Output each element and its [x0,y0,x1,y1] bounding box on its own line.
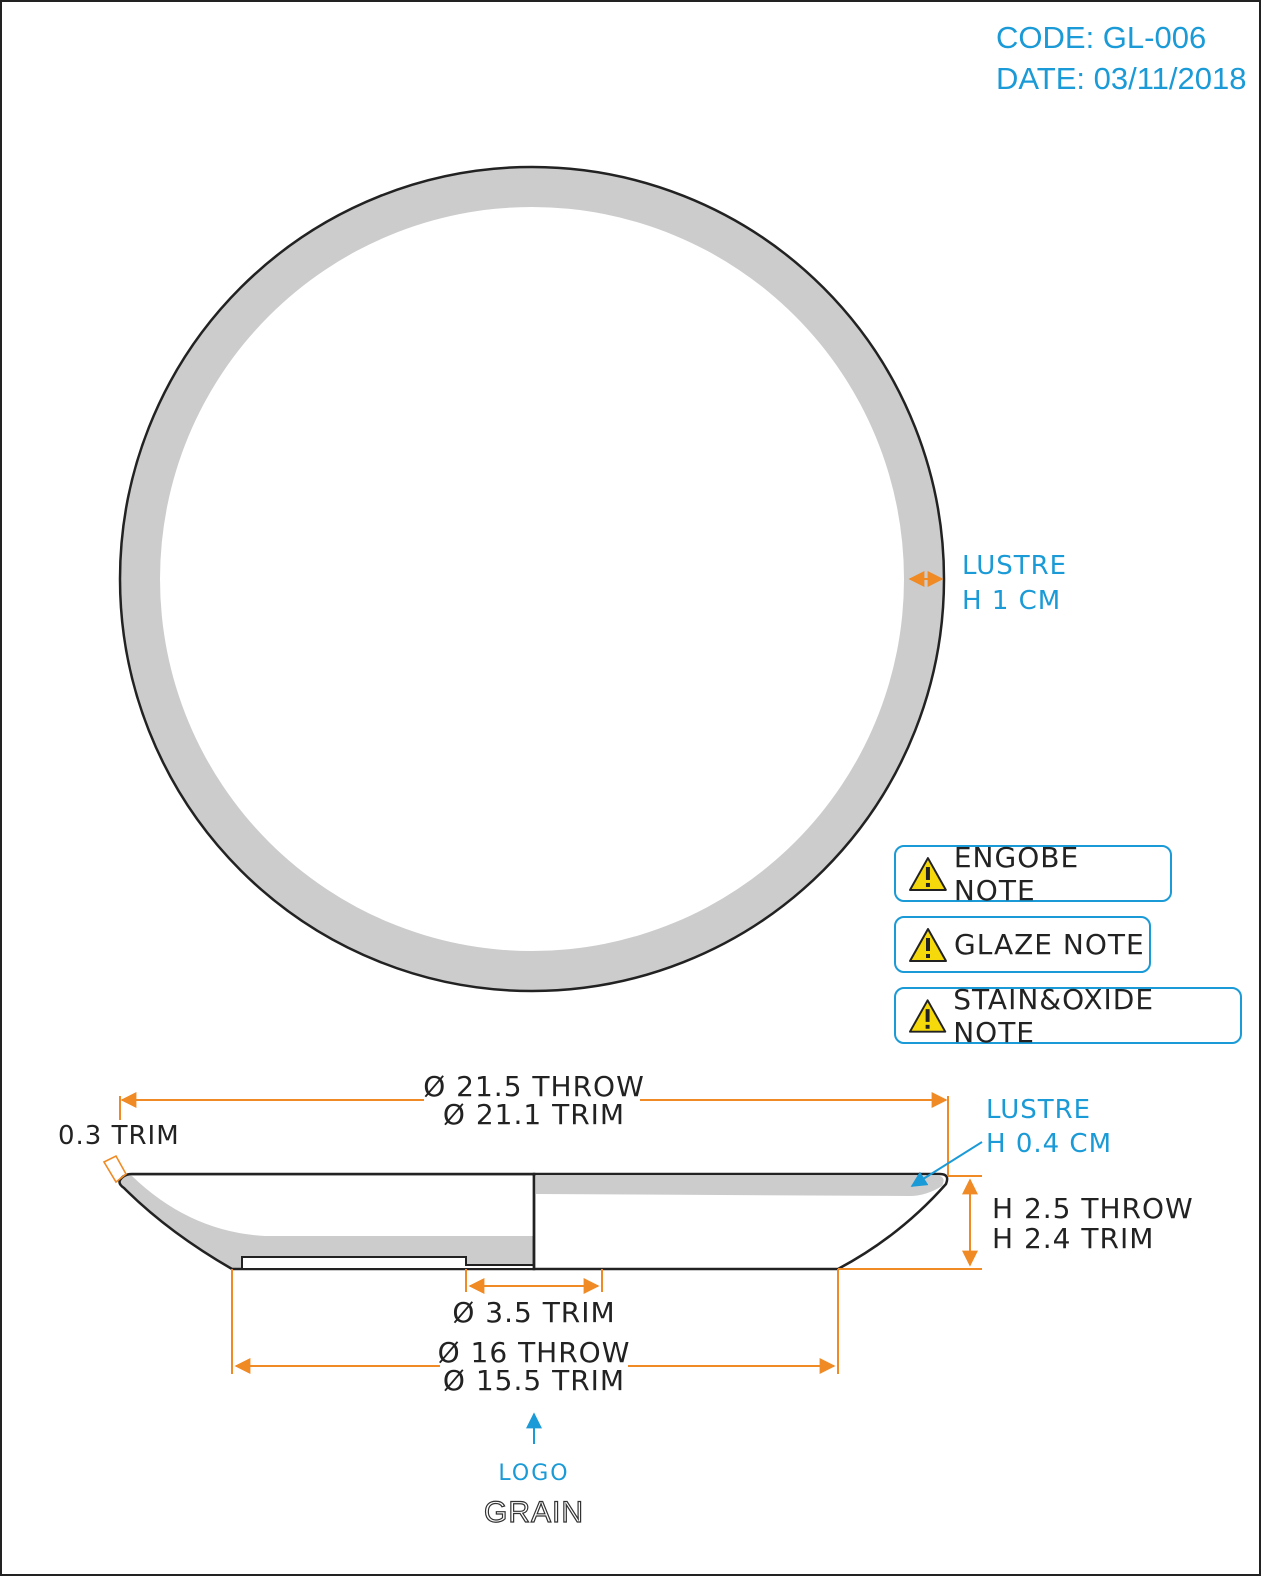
rim-diameter-trim: Ø 21.1 TRIM [443,1098,625,1131]
warning-icon [909,927,947,962]
lustre-band-right [536,1176,944,1196]
trim-thickness-label: 0.3 TRIM [58,1121,180,1151]
rim-diameter-throw: Ø 21.5 THROW [423,1070,645,1103]
top-lustre-height: H 1 CM [962,586,1061,616]
top-lustre-label: LUSTRE [962,551,1067,581]
side-lustre-label: LUSTRE [986,1095,1091,1125]
warning-icon [908,856,947,891]
foot-diameter-trim: Ø 15.5 TRIM [443,1364,625,1397]
side-lustre-height: H 0.4 CM [986,1129,1112,1159]
foot-diameter-throw: Ø 16 THROW [438,1336,631,1369]
stain-oxide-note[interactable]: STAIN&OXIDE NOTE [894,983,1242,1049]
stain-oxide-note-label: STAIN&OXIDE NOTE [953,982,1155,1049]
glaze-note[interactable]: GLAZE NOTE [894,916,1151,973]
drawing-date: DATE: 03/11/2018 [996,61,1246,96]
section-inner-left [132,1176,534,1236]
top-view: LUSTRE H 1 CM [118,165,1067,993]
trim-thickness-marker [102,1154,128,1184]
warning-icon [908,998,947,1033]
drawing-code: CODE: GL-006 [996,20,1206,55]
exterior-profile-right [532,1172,949,1271]
logo-label: LOGO [498,1461,569,1486]
glaze-note-label: GLAZE NOTE [954,928,1145,961]
height-throw: H 2.5 THROW [992,1192,1194,1225]
engobe-note-label: ENGOBE NOTE [953,840,1080,907]
logo-mark: GRAIN [484,1496,584,1529]
side-view: 0.3 TRIM Ø 21.5 THROW Ø 21.1 TRIM LUSTRE… [58,1070,1194,1530]
engobe-note[interactable]: ENGOBE NOTE [894,841,1172,907]
plate-well [160,207,904,951]
foot-inner-diameter: Ø 3.5 TRIM [452,1296,615,1329]
height-trim: H 2.4 TRIM [992,1222,1154,1255]
side-lustre-leader [910,1141,983,1187]
